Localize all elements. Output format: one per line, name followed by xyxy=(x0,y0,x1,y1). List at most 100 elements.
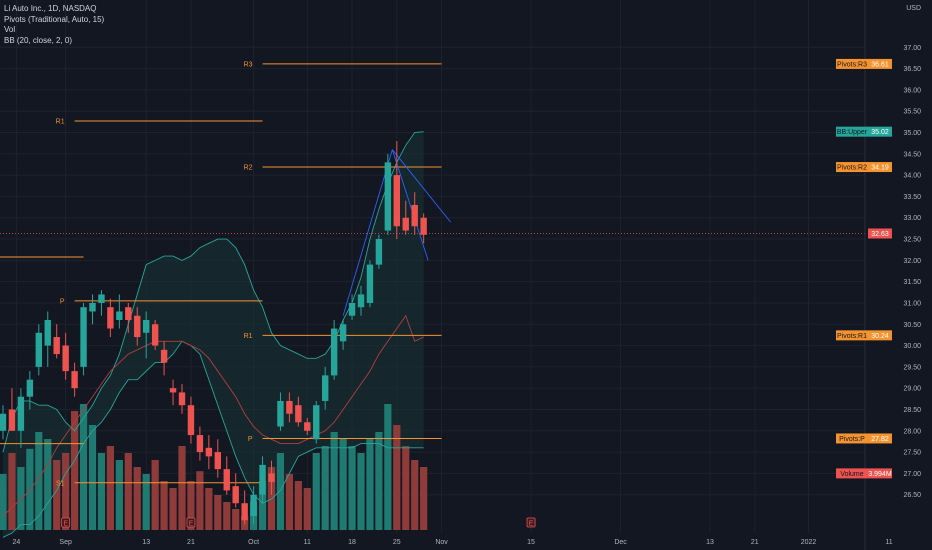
candle-body xyxy=(286,400,293,414)
volume-bar xyxy=(35,432,43,530)
price-tick-label: 33.50 xyxy=(903,194,921,201)
price-tick-label: 32.00 xyxy=(903,258,921,265)
candle-body xyxy=(330,328,338,376)
price-tick-label: 34.50 xyxy=(903,151,921,158)
legend-bollinger[interactable]: BB (20, close, 2, 0) xyxy=(4,35,73,45)
candle-body xyxy=(393,175,400,227)
candle-body xyxy=(151,324,159,346)
candle-body xyxy=(322,375,329,401)
price-tick-label: 26.50 xyxy=(903,492,921,499)
volume-bar xyxy=(205,488,213,530)
volume-bar xyxy=(402,446,410,530)
volume-bar xyxy=(124,453,132,530)
candle-body xyxy=(134,315,141,338)
candle-body xyxy=(402,217,409,231)
candle-body xyxy=(26,379,34,397)
price-tick-label: 29.00 xyxy=(903,386,921,393)
candle-body xyxy=(187,405,195,436)
candle-body xyxy=(295,405,302,423)
volume-bar xyxy=(187,481,195,530)
candle-body xyxy=(411,204,418,227)
series-tag-value-text: 3.994M xyxy=(868,471,892,478)
series-tag-value-text: 35.02 xyxy=(871,129,889,136)
volume-bar xyxy=(196,471,204,530)
price-tick-label: 34.00 xyxy=(903,173,921,180)
price-tick-label: 32.50 xyxy=(903,237,921,244)
volume-bar xyxy=(88,425,97,530)
pivot-label: R2 xyxy=(244,165,253,172)
volume-bar xyxy=(178,446,186,530)
price-tick-label: 27.00 xyxy=(903,471,921,478)
series-tag-name-text: BB:Upper xyxy=(837,129,868,136)
volume-bar xyxy=(26,448,34,530)
candle-body xyxy=(205,447,213,457)
volume-bar xyxy=(339,439,347,530)
pivot-label: P xyxy=(60,298,65,305)
volume-bar xyxy=(348,446,356,530)
volume-bar xyxy=(44,439,52,530)
time-tick-label: 21 xyxy=(187,539,195,546)
earnings-label: E xyxy=(63,521,68,528)
price-tick-label: 35.00 xyxy=(903,130,921,137)
candle-body xyxy=(169,388,177,393)
earnings-icon xyxy=(526,517,536,528)
pivot-label: R3 xyxy=(244,61,253,68)
series-tag-value-text: 30.24 xyxy=(871,333,889,340)
candle-body xyxy=(89,302,96,312)
currency-label: USD xyxy=(906,5,921,12)
time-tick-label: Oct xyxy=(248,539,259,546)
candle-body xyxy=(116,311,123,320)
volume-bar xyxy=(232,509,240,530)
trendline xyxy=(391,149,451,223)
volume-bar xyxy=(285,474,293,530)
volume-bar xyxy=(276,453,285,530)
volume-bar xyxy=(106,446,114,530)
candle-body xyxy=(259,464,266,495)
bb-lower-line xyxy=(2,340,424,538)
candle-body xyxy=(35,332,42,367)
price-tick-label: 37.00 xyxy=(903,45,921,52)
series-tag-value xyxy=(868,162,892,173)
price-tick-label: 30.50 xyxy=(903,322,921,329)
series-tag-name-text: Pivots:R3 xyxy=(837,61,867,68)
price-tick-label: 31.50 xyxy=(903,279,921,286)
time-tick-label: Nov xyxy=(435,539,448,546)
legend-symbol[interactable]: Li Auto Inc., 1D, NASDAQ xyxy=(4,4,97,13)
legend-pivots[interactable]: Pivots (Traditional, Auto, 15) xyxy=(4,14,105,24)
legend-volume[interactable]: Vol xyxy=(4,25,16,34)
bb-basis-line xyxy=(2,314,424,517)
volume-bar xyxy=(384,404,392,530)
earnings-icon xyxy=(61,517,71,528)
time-tick-label: Dec xyxy=(614,539,627,546)
series-tag-name xyxy=(836,468,868,479)
series-tag-value xyxy=(868,58,892,69)
volume-bar xyxy=(303,488,311,530)
series-tag-value xyxy=(868,228,892,239)
series-tag-name-text: Pivots:R1 xyxy=(837,333,867,340)
series-tag-value-text: 32.63 xyxy=(871,231,889,238)
candle-body xyxy=(125,307,132,320)
candle-body xyxy=(304,422,311,431)
volume-bar xyxy=(71,411,79,530)
time-tick-label: 2022 xyxy=(801,539,817,546)
trendline xyxy=(342,149,393,316)
series-tag-value xyxy=(868,468,892,479)
volume-bar xyxy=(214,495,222,530)
price-tick-label: 35.50 xyxy=(903,109,921,116)
candle-body xyxy=(241,503,248,521)
time-tick-label: 11 xyxy=(885,539,892,546)
earnings-icon xyxy=(186,517,196,528)
candle-body xyxy=(313,405,320,440)
series-tag-value xyxy=(868,330,892,341)
volume-bar xyxy=(330,432,338,530)
time-tick-label: 24 xyxy=(13,539,21,546)
candle-body xyxy=(62,345,69,372)
volume-bar xyxy=(97,453,106,530)
pivot-label: R1 xyxy=(244,333,253,340)
volume-bar xyxy=(53,460,61,530)
series-tag-value xyxy=(868,126,892,137)
time-tick-label: 13 xyxy=(142,539,150,546)
pivot-label: R1 xyxy=(56,119,65,126)
pivot-label: P xyxy=(248,436,253,443)
